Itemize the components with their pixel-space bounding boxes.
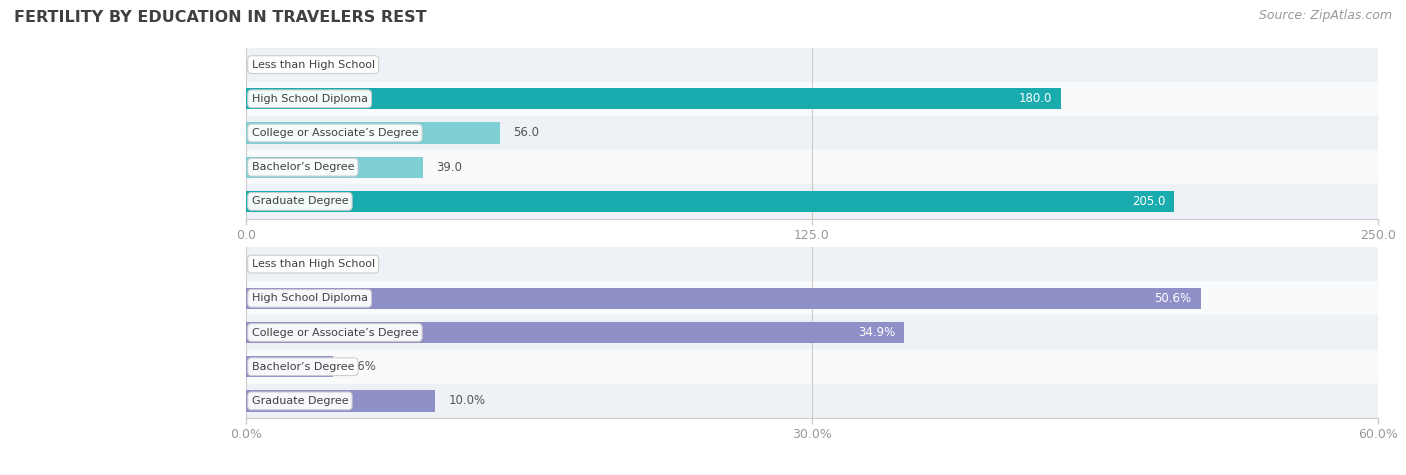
Text: 10.0%: 10.0% — [449, 394, 485, 408]
Bar — [246, 191, 1174, 212]
Text: High School Diploma: High School Diploma — [252, 293, 367, 304]
Text: Less than High School: Less than High School — [252, 259, 375, 269]
Text: 4.6%: 4.6% — [346, 360, 377, 373]
Bar — [246, 288, 1201, 309]
Bar — [246, 116, 1378, 150]
Text: College or Associate’s Degree: College or Associate’s Degree — [252, 327, 418, 338]
Text: 50.6%: 50.6% — [1154, 292, 1191, 305]
Bar — [246, 281, 1378, 315]
Text: Graduate Degree: Graduate Degree — [252, 196, 349, 207]
Bar — [246, 184, 1378, 218]
Text: 0.0%: 0.0% — [260, 257, 290, 271]
Bar — [246, 82, 1378, 116]
Bar — [246, 123, 499, 143]
Text: College or Associate’s Degree: College or Associate’s Degree — [252, 128, 418, 138]
Bar — [246, 356, 333, 377]
Bar — [246, 322, 904, 343]
Bar — [246, 88, 1062, 109]
Bar — [246, 48, 1378, 82]
Bar — [246, 390, 434, 411]
Bar — [246, 350, 1378, 384]
Bar — [246, 150, 1378, 184]
Bar — [246, 157, 423, 178]
Text: 56.0: 56.0 — [513, 126, 538, 140]
Text: 0.0: 0.0 — [260, 58, 278, 71]
Bar — [246, 384, 1378, 418]
Text: Source: ZipAtlas.com: Source: ZipAtlas.com — [1258, 10, 1392, 22]
Text: 39.0: 39.0 — [436, 161, 463, 174]
Text: 180.0: 180.0 — [1018, 92, 1052, 105]
Text: Graduate Degree: Graduate Degree — [252, 396, 349, 406]
Bar — [246, 315, 1378, 350]
Text: 205.0: 205.0 — [1132, 195, 1166, 208]
Text: Bachelor’s Degree: Bachelor’s Degree — [252, 162, 354, 172]
Text: FERTILITY BY EDUCATION IN TRAVELERS REST: FERTILITY BY EDUCATION IN TRAVELERS REST — [14, 10, 426, 25]
Text: High School Diploma: High School Diploma — [252, 94, 367, 104]
Bar — [246, 247, 1378, 281]
Text: 34.9%: 34.9% — [858, 326, 896, 339]
Text: Less than High School: Less than High School — [252, 59, 375, 70]
Text: Bachelor’s Degree: Bachelor’s Degree — [252, 361, 354, 372]
